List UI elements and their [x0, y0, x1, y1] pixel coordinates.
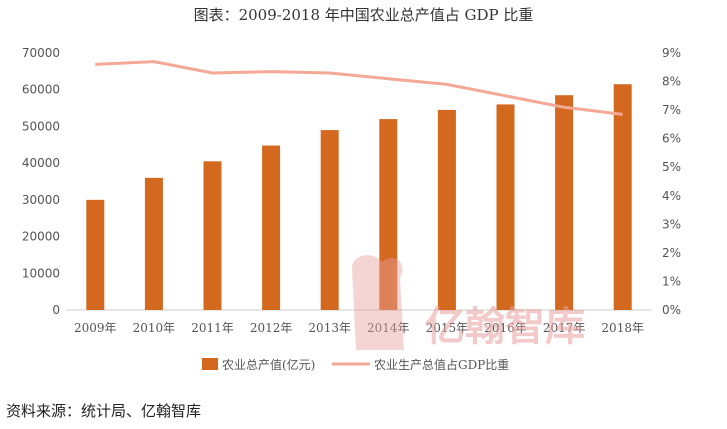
- x-tick-label: 2013年: [308, 321, 351, 335]
- y-left-tick-label: 50000: [22, 119, 60, 133]
- x-tick-label: 2016年: [484, 321, 527, 335]
- y-axis-right: 0% 1% 2% 3% 4% 5% 6% 7% 8% 9%: [662, 46, 681, 317]
- watermark-logo-icon: [352, 255, 404, 350]
- y-axis-left: 0 10000 20000 30000 40000 50000 60000 70000: [22, 46, 60, 317]
- bar: [496, 104, 515, 311]
- x-tick-label: 2015年: [426, 321, 469, 335]
- legend-label-bar: 农业总产值(亿元): [222, 357, 315, 372]
- x-tick-label: 2010年: [133, 321, 176, 335]
- legend-swatch-bar: [202, 358, 218, 370]
- y-left-tick-label: 60000: [22, 83, 60, 97]
- y-left-tick-label: 10000: [22, 266, 60, 280]
- y-right-tick-label: 5%: [662, 160, 681, 174]
- x-tick-label: 2011年: [191, 321, 234, 335]
- y-left-tick-label: 20000: [22, 230, 60, 244]
- bar: [203, 161, 222, 310]
- watermark-text: 亿翰智库: [425, 304, 585, 350]
- bar: [613, 84, 632, 310]
- source-note: 资料来源：统计局、亿翰智库: [6, 402, 202, 420]
- chart: 0 10000 20000 30000 40000 50000 60000 70000 0% 1…: [22, 46, 681, 372]
- y-right-tick-label: 6%: [662, 132, 681, 146]
- legend-label-line: 农业生产总值占GDP比重: [374, 357, 509, 372]
- bar: [555, 95, 574, 310]
- y-right-tick-label: 4%: [662, 189, 681, 203]
- y-right-tick-label: 1%: [662, 274, 681, 288]
- watermark: 亿翰智库: [352, 255, 585, 350]
- y-right-tick-label: 2%: [662, 246, 681, 260]
- bar: [320, 130, 339, 310]
- y-right-tick-label: 0%: [662, 303, 681, 317]
- chart-title: 图表：2009-2018 年中国农业总产值占 GDP 比重: [193, 6, 534, 24]
- x-tick-label: 2018年: [601, 321, 644, 335]
- x-tick-label: 2012年: [250, 321, 293, 335]
- y-right-tick-label: 9%: [662, 46, 681, 60]
- x-tick-label: 2017年: [543, 321, 586, 335]
- x-axis: 2009年 2010年 2011年 2012年 2013年 2014年 2015年 2016年…: [74, 321, 644, 335]
- bar: [437, 109, 456, 311]
- bar: [262, 145, 281, 310]
- y-left-tick-label: 70000: [22, 46, 60, 60]
- y-left-tick-label: 40000: [22, 156, 60, 170]
- bar: [379, 119, 398, 310]
- percentage-line: [95, 60, 623, 116]
- legend: 农业总产值(亿元) 农业生产总值占GDP比重: [202, 357, 509, 372]
- y-right-tick-label: 3%: [662, 217, 681, 231]
- x-tick-label: 2009年: [74, 321, 117, 335]
- bar: [144, 177, 163, 310]
- bar: [86, 199, 105, 310]
- x-tick-label: 2014年: [367, 321, 410, 335]
- bar-series: [86, 84, 632, 311]
- y-right-tick-label: 7%: [662, 103, 681, 117]
- y-right-tick-label: 8%: [662, 75, 681, 89]
- y-left-tick-label: 0: [52, 303, 60, 317]
- y-left-tick-label: 30000: [22, 193, 60, 207]
